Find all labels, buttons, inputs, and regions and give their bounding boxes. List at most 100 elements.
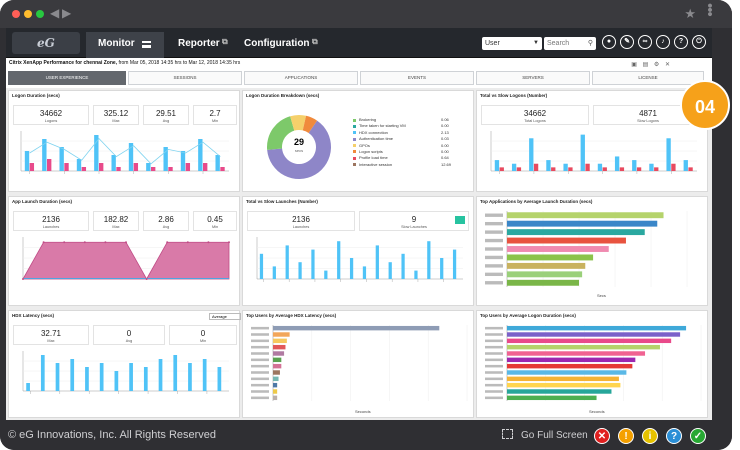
major-status-icon[interactable]: ! <box>618 428 634 444</box>
footer-bar: © eG Innovations, Inc. All Rights Reserv… <box>0 420 732 450</box>
tab-user-experience[interactable]: USER EXPERIENCE <box>8 71 126 85</box>
bar <box>507 351 646 356</box>
bar <box>546 160 551 171</box>
fullscreen-button[interactable]: Go Full Screen <box>502 429 588 441</box>
stat-slow-launches: 9 Slow Launches <box>359 211 469 231</box>
bar <box>585 163 590 171</box>
stat-max: 182.82 Max <box>93 211 139 231</box>
user-select[interactable]: User ▼ <box>482 37 542 50</box>
bar <box>128 143 134 171</box>
menu-icon[interactable] <box>142 41 151 48</box>
minimize-dot[interactable] <box>24 10 32 18</box>
tab-applications-label: APPLICATIONS <box>284 75 318 80</box>
stat-label: Logons <box>44 119 58 123</box>
bell-icon[interactable]: ♪ <box>656 35 670 49</box>
maximize-dot[interactable] <box>36 10 44 18</box>
data-point <box>42 241 45 244</box>
tab-user-experience-label: USER EXPERIENCE <box>45 75 89 80</box>
user-icon[interactable]: ● <box>602 35 616 49</box>
panel-title: App Launch Duration (secs) <box>12 199 73 204</box>
stat-value: 2.7 <box>209 109 221 118</box>
donut-slice <box>302 115 318 133</box>
ok-status-icon[interactable]: ✓ <box>690 428 706 444</box>
stat-value: 2136 <box>292 215 310 224</box>
info-status-icon[interactable]: i <box>642 428 658 444</box>
bar <box>40 355 45 391</box>
star-icon[interactable]: ★ <box>684 6 696 21</box>
toolbar-icons[interactable]: ▣ ▤ ⚙ ✕ <box>631 62 672 68</box>
category-label-placeholder <box>485 383 503 387</box>
bar <box>507 271 583 278</box>
chart-logon-duration <box>20 131 229 174</box>
bar <box>507 332 681 337</box>
tools-icon[interactable]: ✎ <box>620 35 634 49</box>
tab-monitor[interactable]: Monitor <box>86 32 164 58</box>
forward-arrow-icon[interactable]: ▶ <box>62 6 72 20</box>
bar <box>507 262 586 269</box>
bar <box>26 383 30 391</box>
bar <box>568 167 573 171</box>
fullscreen-icon <box>502 429 513 439</box>
power-icon[interactable]: ⏻ <box>692 35 706 49</box>
aggregation-value: Average <box>212 314 227 319</box>
link-icon[interactable]: ∞ <box>638 35 652 49</box>
data-point <box>207 241 210 244</box>
tab-servers[interactable]: SERVERS <box>476 71 590 85</box>
stat-max: 325.12 Max <box>93 105 139 125</box>
bar <box>198 139 203 171</box>
category-label-placeholder <box>485 213 503 217</box>
tab-sessions[interactable]: SESSIONS <box>128 71 242 85</box>
tab-applications[interactable]: APPLICATIONS <box>244 71 358 85</box>
panel-logon-duration: Logon Duration (secs) 34662 Logons 325.12… <box>8 90 240 192</box>
bar <box>129 363 133 391</box>
close-dot[interactable] <box>12 10 20 18</box>
donut-center-unit: secs <box>294 148 304 153</box>
category-label-placeholder <box>485 281 503 285</box>
panel-total-slow-launches: Total vs Slow Launches (Number) 2136 Laun… <box>242 196 474 306</box>
bar <box>64 163 69 171</box>
search-input[interactable]: Search ⚲ <box>544 37 596 50</box>
bar <box>632 160 637 171</box>
panel-title: Logon Duration (secs) <box>12 93 60 98</box>
stat-label: Avg <box>162 225 170 229</box>
tab-events-label: EVENTS <box>407 75 426 80</box>
bar <box>29 163 35 171</box>
tab-events[interactable]: EVENTS <box>360 71 474 85</box>
chart-hdx-latency <box>22 351 229 394</box>
bar <box>42 139 47 171</box>
critical-status-icon[interactable]: ✕ <box>594 428 610 444</box>
panel-top-apps: Top Applications by Average Launch Durat… <box>476 196 708 306</box>
bar <box>47 159 52 171</box>
help-status-icon[interactable]: ? <box>666 428 682 444</box>
help-icon[interactable]: ? <box>674 35 688 49</box>
bar <box>580 134 585 171</box>
bar <box>273 332 290 337</box>
stat-value: 34662 <box>523 109 547 118</box>
bar <box>507 212 664 219</box>
bar <box>180 151 186 171</box>
bar <box>311 249 315 279</box>
tab-configuration[interactable]: Configuration ⧉ <box>232 32 320 58</box>
bar <box>414 270 418 279</box>
tab-license[interactable]: LICENSE <box>592 71 704 85</box>
back-arrow-icon[interactable]: ◀ <box>50 6 60 20</box>
stat-label: Min <box>211 225 219 229</box>
aggregation-select[interactable]: Average <box>209 313 241 320</box>
tab-reporter[interactable]: Reporter ⧉ <box>166 32 228 58</box>
legend-label: Profile load time <box>359 155 388 161</box>
bar <box>614 156 620 171</box>
eg-logo[interactable]: eG <box>12 32 80 54</box>
data-point <box>63 241 66 244</box>
kebab-menu-icon[interactable]: ••• <box>701 3 718 16</box>
bar <box>273 363 282 369</box>
bar <box>649 163 654 171</box>
bar <box>114 371 119 391</box>
bar <box>507 338 672 344</box>
bar <box>654 167 659 171</box>
trend-badge <box>455 216 465 224</box>
stat-max: 32.71 Max <box>13 325 89 345</box>
stat-value: 0 <box>200 329 206 338</box>
page-title-bold: Citrix XenApp Performance for chennai Zo… <box>9 60 118 66</box>
legend-swatch <box>353 131 356 135</box>
search-icon[interactable]: ⚲ <box>587 40 593 47</box>
